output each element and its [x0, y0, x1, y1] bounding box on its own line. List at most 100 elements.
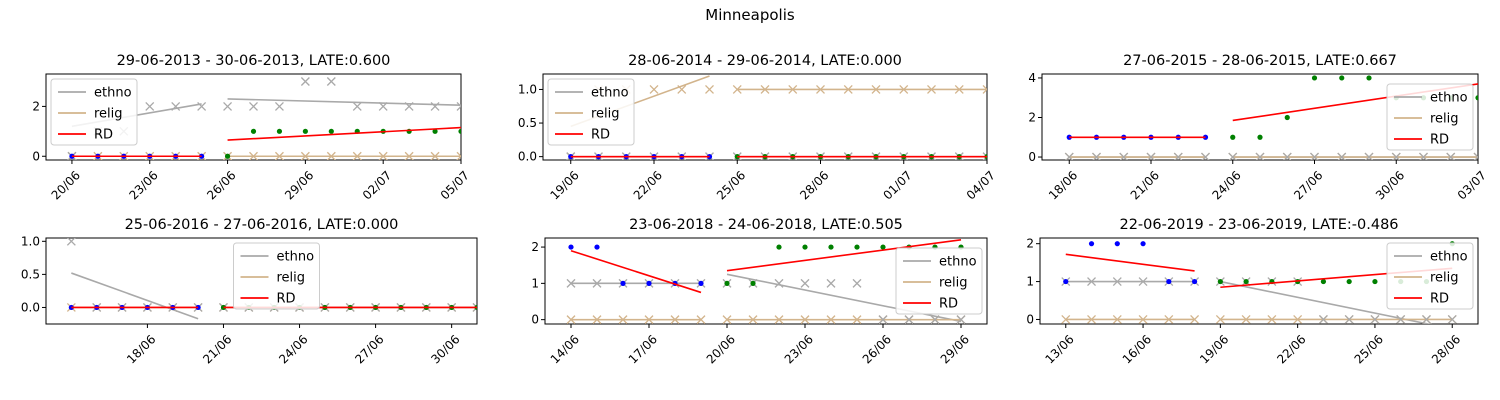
y-tick-label: 0.5	[518, 116, 537, 130]
outcome-point	[568, 244, 574, 250]
ethno-point-b	[566, 278, 576, 288]
outcome-point	[646, 280, 652, 286]
relig-point	[826, 315, 836, 324]
x-tick-label: 22/06	[631, 168, 665, 202]
relig-point-b	[378, 151, 388, 160]
y-tick-label: 1.0	[518, 82, 537, 96]
outcome-point	[224, 153, 231, 159]
relig-point	[1241, 314, 1251, 324]
y-tick-label: 2	[1026, 237, 1034, 251]
subplot-title: 29-06-2013 - 30-06-2013, LATE:0.600	[117, 53, 391, 69]
legend-label: RD	[277, 292, 296, 307]
legend-label: ethno	[1430, 91, 1468, 106]
ethno-point	[326, 77, 336, 86]
relig-point	[696, 315, 706, 324]
subplot-title: 23-06-2018 - 24-06-2018, LATE:0.505	[629, 217, 903, 233]
legend: ethno relig RD	[233, 242, 320, 310]
x-tick-label: 21/06	[1128, 168, 1162, 202]
relig-point-b	[800, 315, 810, 324]
ethno-point	[1473, 152, 1478, 160]
plot-area	[1064, 75, 1478, 160]
outcome-point	[594, 244, 600, 250]
relig-point	[732, 84, 742, 94]
ethno-point-b	[1474, 156, 1478, 160]
ethno-point	[1201, 152, 1210, 160]
ethno-point	[1138, 277, 1148, 287]
ethno-point-b	[456, 105, 461, 111]
ethno-point-b	[1392, 152, 1401, 160]
ethno-point	[566, 278, 576, 288]
relig-point-b	[1164, 314, 1174, 324]
x-tick-label: 27/06	[352, 332, 386, 366]
relig-point-b	[954, 84, 964, 94]
relig-point	[670, 315, 680, 324]
ethno-point-b	[472, 306, 477, 312]
ethno-fit-right	[1220, 280, 1433, 324]
relig-point	[843, 84, 853, 94]
ethno-point	[982, 152, 987, 160]
subplot-6: 22-06-2019 - 23-06-2019, LATE:-0.486 0 1 2 1…	[1026, 217, 1479, 367]
ethno-point	[1344, 314, 1354, 324]
relig-point	[378, 151, 388, 160]
relig-point-b	[1190, 314, 1200, 324]
x-tick-label: 24/06	[276, 332, 310, 366]
relig-point	[1061, 314, 1071, 324]
y-tick-label: 0	[1026, 312, 1034, 326]
outcome-point	[776, 244, 782, 250]
ethno-point-a	[456, 101, 461, 108]
y-tick-label: 4	[1028, 71, 1036, 85]
legend-label: ethno	[939, 255, 977, 270]
relig-point-b	[274, 151, 284, 160]
ethno-point	[1173, 152, 1183, 160]
legend-box	[1386, 242, 1474, 310]
ethno-point	[852, 278, 862, 288]
legend: ethno relig RD	[1386, 242, 1474, 310]
legend-box	[50, 78, 138, 146]
relig-point-b	[592, 315, 602, 324]
ethno-point-b	[982, 155, 987, 160]
ethno-point	[1255, 152, 1265, 160]
legend-label: RD	[591, 128, 610, 143]
y-tick-label: 0.0	[21, 300, 40, 314]
figure-title: Minneapolis	[705, 6, 795, 24]
ethno-point-b	[1201, 152, 1210, 160]
relig-point	[566, 315, 576, 324]
ethno-point	[1364, 152, 1374, 160]
legend-box	[1386, 83, 1474, 151]
x-tick-label: 21/06	[200, 332, 234, 366]
plot-frame	[45, 237, 478, 325]
outcome-point	[802, 244, 808, 250]
x-tick-label: 04/07	[964, 168, 998, 202]
ethno-point-b	[1228, 152, 1238, 160]
x-tick-label: 20/06	[49, 168, 83, 202]
x-tick-label: 25/06	[714, 168, 748, 202]
y-tick-label: 1.0	[21, 234, 40, 248]
relig-point-b	[566, 315, 576, 324]
legend: ethno relig RD	[50, 78, 138, 146]
relig-point-b	[404, 151, 414, 160]
x-tick-label: 28/06	[797, 168, 831, 202]
relig-point-b	[1061, 314, 1071, 324]
rd-fit-left	[570, 249, 702, 294]
relig-point-b	[788, 84, 798, 94]
outcome-point	[1166, 278, 1172, 285]
legend-label: RD	[1430, 292, 1449, 307]
relig-point	[1190, 314, 1200, 324]
relig-point-a	[456, 151, 461, 158]
outcome-point	[750, 280, 756, 286]
relig-point	[722, 315, 732, 324]
x-tick-label: 03/07	[1455, 168, 1489, 202]
x-tick-label: 24/06	[1209, 168, 1243, 202]
ethno-point-b	[1092, 152, 1101, 160]
relig-point-b	[430, 151, 440, 160]
ethno-point	[472, 303, 477, 312]
ethno-point	[1396, 314, 1406, 324]
ethno-point-a	[1473, 152, 1478, 158]
relig-point-b	[1087, 314, 1096, 324]
outcome-point	[1372, 278, 1378, 285]
ethno-point-b	[1446, 152, 1456, 160]
relig-point-b	[774, 315, 784, 324]
ethno-point	[930, 315, 940, 324]
x-tick-label: 18/06	[124, 332, 158, 366]
x-tick-label: 30/06	[428, 332, 462, 366]
